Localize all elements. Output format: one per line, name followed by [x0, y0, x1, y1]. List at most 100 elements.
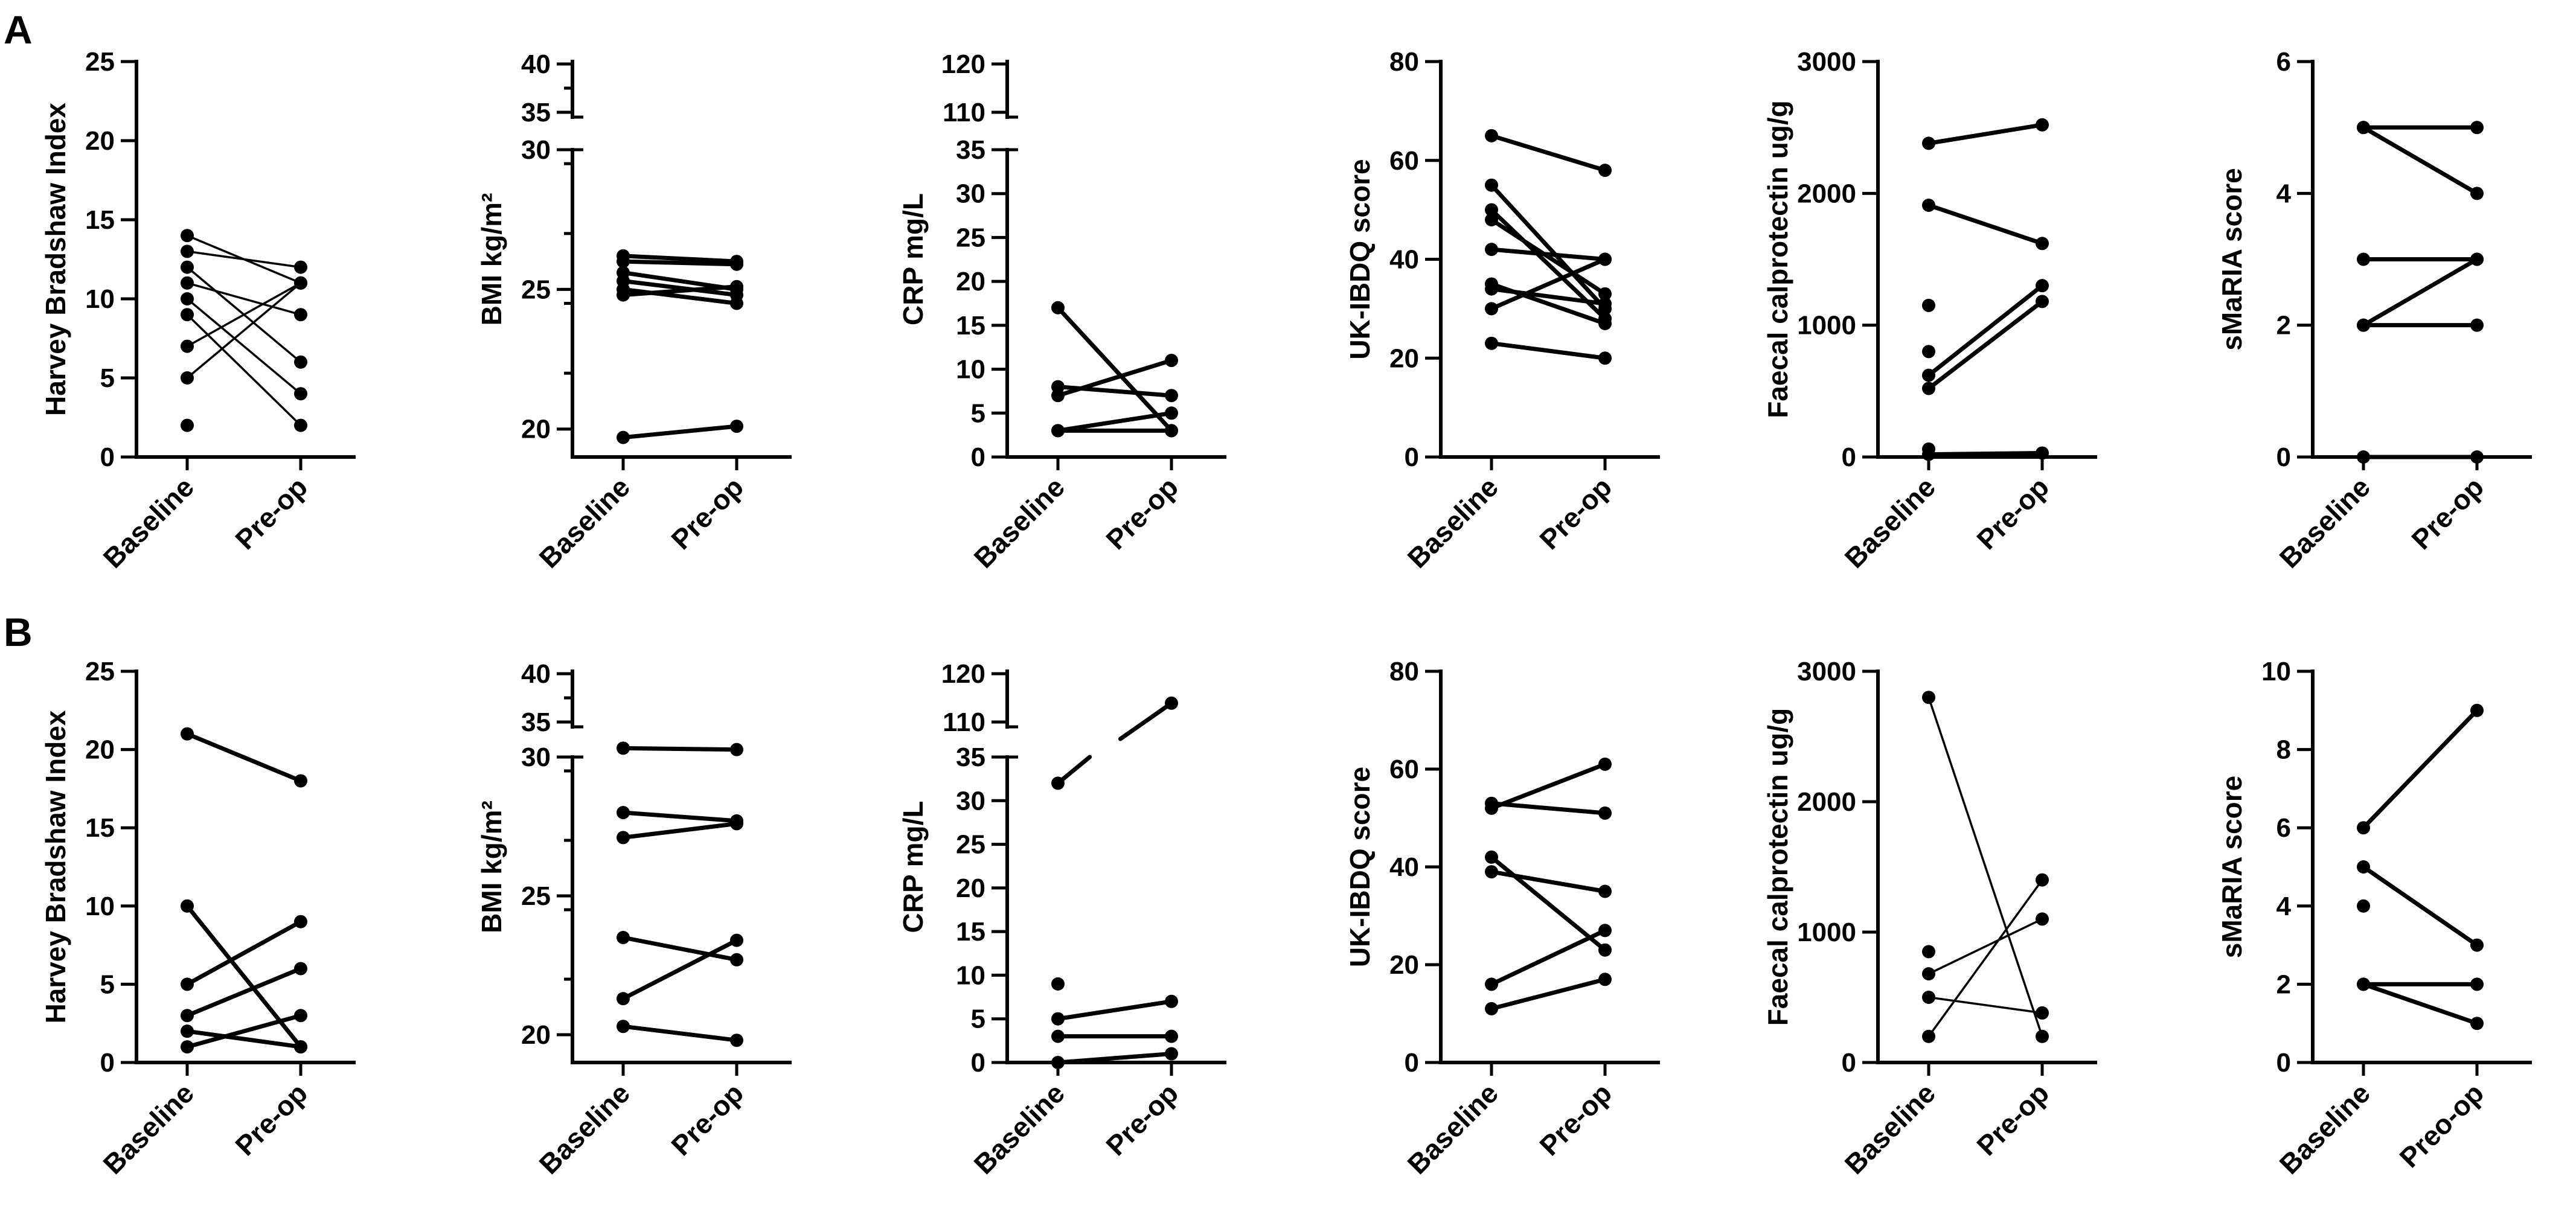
series-line [185, 919, 303, 986]
data-point [1165, 354, 1178, 368]
data-point [730, 743, 743, 756]
y-tick-label: 15 [956, 917, 985, 947]
series-line [1927, 696, 2043, 1038]
y-tick-label: 30 [521, 743, 551, 772]
x-category-label: Baseline [1402, 471, 1505, 574]
data-point [1598, 297, 1612, 311]
y-tick-label: 35 [956, 743, 985, 772]
data-point [2470, 450, 2484, 464]
y-tick-label: 0 [100, 443, 115, 472]
y-tick-label: 0 [1405, 1048, 1419, 1078]
data-point [2036, 279, 2049, 293]
x-category-label: Pre-op [1970, 471, 2055, 555]
x-category-label: Pre-op [229, 1077, 313, 1161]
data-point [1165, 696, 1178, 710]
data-point [294, 1009, 307, 1023]
data-point [730, 280, 743, 293]
data-point [1922, 368, 1935, 382]
data-point [2357, 899, 2370, 913]
data-point [181, 260, 194, 274]
data-point [617, 741, 630, 755]
chart-b-3: 0 5 10 15 20 25 30 35 110 120 CRP mg/L Baseline Pre-… [897, 659, 1226, 1180]
y-tick-label: 30 [956, 786, 985, 816]
data-point [730, 817, 743, 831]
data-point [1051, 1012, 1065, 1026]
y-tick-label: 25 [956, 223, 985, 252]
y-tick-label: 4 [2276, 179, 2292, 208]
panel-label-a: A [4, 7, 33, 52]
data-point [1598, 164, 1612, 177]
data-point [1051, 1056, 1065, 1069]
data-point [2470, 977, 2484, 991]
data-point [181, 229, 194, 243]
data-point [1165, 424, 1178, 438]
x-category-label: Baseline [968, 1077, 1071, 1180]
y-tick-label: 2 [2276, 970, 2291, 999]
series-line [185, 1013, 303, 1049]
chart-a-4: 0 20 40 60 80 UK-IBDQ score Baseline Pre-op [1344, 47, 1660, 574]
chart-b-6: 0 2 4 6 8 10 sMaRIA score Baseline Preo-op [2216, 657, 2532, 1180]
series-line [1056, 305, 1174, 433]
data-point [617, 1020, 630, 1034]
data-point [617, 992, 630, 1006]
y-tick-label: 0 [1405, 443, 1419, 472]
x-category-label: Pre-op [1533, 471, 1618, 555]
data-point [181, 371, 194, 385]
series-line [186, 282, 302, 348]
data-point [1485, 282, 1498, 296]
data-point [294, 260, 307, 274]
series-line [1489, 287, 1607, 306]
data-point [2470, 1017, 2484, 1030]
data-point [294, 962, 307, 976]
data-point [1922, 136, 1935, 150]
series-line [1926, 299, 2045, 391]
y-tick-label: 2 [2276, 311, 2291, 340]
y-tick-label: 10 [85, 284, 115, 314]
y-axis-label: Harvey Bradshaw Index [40, 710, 71, 1023]
y-axis-label: UK-IBDQ score [1344, 159, 1376, 359]
data-point [1051, 301, 1065, 315]
data-point [1922, 298, 1935, 312]
chart-b-2: 20 25 30 35 40 BMI kg/m² Baseline Pre-op [476, 659, 792, 1180]
data-point [1165, 1029, 1178, 1043]
data-point [1485, 203, 1498, 217]
x-category-label: Baseline [2273, 1077, 2377, 1180]
series-line [1927, 918, 2043, 975]
series-line [2361, 982, 2479, 1026]
series-line [1489, 257, 1607, 311]
data-point [1598, 943, 1612, 957]
series-line [1056, 999, 1174, 1021]
data-point [181, 1009, 194, 1023]
series-line [1489, 183, 1607, 311]
data-point [1165, 1047, 1178, 1061]
y-tick-label: 20 [85, 126, 115, 156]
x-category-label: Preo-op [2393, 1077, 2490, 1174]
y-tick-label: 5 [971, 1005, 985, 1034]
x-category-label: Pre-op [665, 471, 749, 555]
x-category-label: Baseline [97, 471, 200, 574]
data-point [730, 1034, 743, 1047]
data-point [2036, 912, 2049, 926]
y-tick-label: 10 [956, 960, 985, 990]
data-point [181, 977, 194, 991]
series-line [185, 1029, 303, 1049]
data-point [294, 915, 307, 928]
y-tick-label: 5 [971, 398, 985, 428]
y-tick-label: 0 [2276, 443, 2291, 472]
data-point [2036, 1006, 2049, 1020]
series-line [1118, 701, 1174, 741]
series-line [186, 313, 302, 427]
series-line [1489, 977, 1607, 1011]
data-point [181, 339, 194, 353]
data-point [1485, 302, 1498, 316]
series-line [1926, 203, 2045, 246]
data-point [617, 931, 630, 944]
data-point [294, 418, 307, 432]
data-point [1485, 801, 1498, 815]
x-category-label: Pre-op [1100, 471, 1184, 555]
chart-a-2: 20 25 30 35 40 BMI kg/m² Baseline Pre-op [476, 50, 792, 574]
data-point [1598, 973, 1612, 986]
series-line [1927, 996, 2043, 1014]
data-point [2036, 873, 2049, 887]
